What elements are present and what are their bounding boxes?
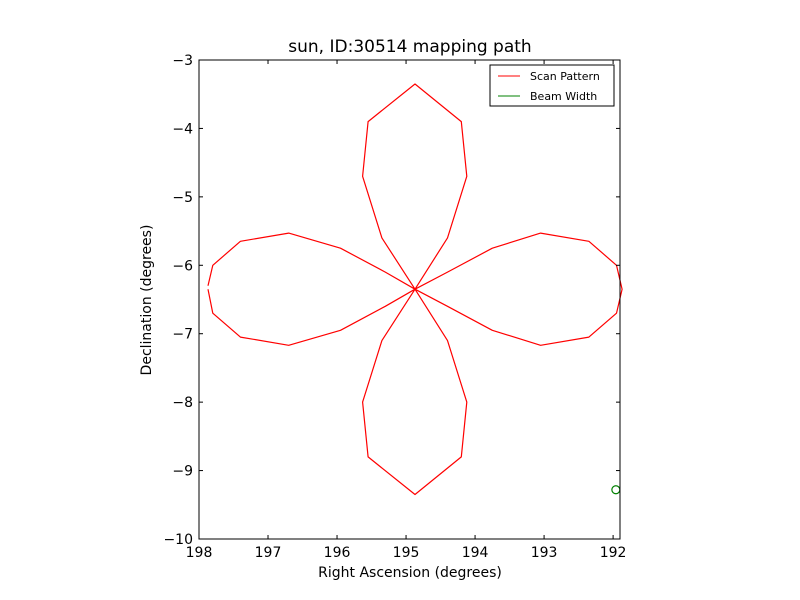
y-tick-label: −6 xyxy=(172,258,193,274)
scan-pattern-line xyxy=(207,83,623,496)
y-tick-label: −8 xyxy=(172,395,193,411)
legend-label-beam-width: Beam Width xyxy=(530,90,597,103)
x-tick-label: 194 xyxy=(462,545,489,561)
y-tick-label: −5 xyxy=(172,190,193,206)
legend-box xyxy=(489,64,615,107)
plot-area: 198 197 196 195 194 193 192 −3 −4 −5 −6 −7 −8 −9 −10 xyxy=(163,53,626,561)
x-axis-label: Right Ascension (degrees) xyxy=(318,565,502,581)
y-tick-label: −4 xyxy=(172,121,193,137)
y-tick-label: −9 xyxy=(172,464,193,480)
y-tick-label: −3 xyxy=(172,53,193,69)
x-tick-label: 193 xyxy=(531,545,558,561)
chart-title: sun, ID:30514 mapping path xyxy=(288,37,531,57)
x-tick-label: 192 xyxy=(600,545,627,561)
y-axis-label: Declination (degrees) xyxy=(139,225,155,376)
x-tick-label: 198 xyxy=(186,545,213,561)
y-tick-label: −10 xyxy=(163,532,193,548)
plot-frame xyxy=(198,59,621,540)
legend: Scan Pattern Beam Width xyxy=(489,64,615,107)
x-tick-label: 196 xyxy=(324,545,351,561)
tick-layer: 198 197 196 195 194 193 192 −3 −4 −5 −6 −7 −8 −9 −10 xyxy=(163,53,626,561)
x-tick-label: 197 xyxy=(255,545,282,561)
plot-background xyxy=(199,60,620,539)
legend-label-scan-pattern: Scan Pattern xyxy=(530,70,600,83)
x-tick-label: 195 xyxy=(393,545,420,561)
y-tick-label: −7 xyxy=(172,327,193,343)
